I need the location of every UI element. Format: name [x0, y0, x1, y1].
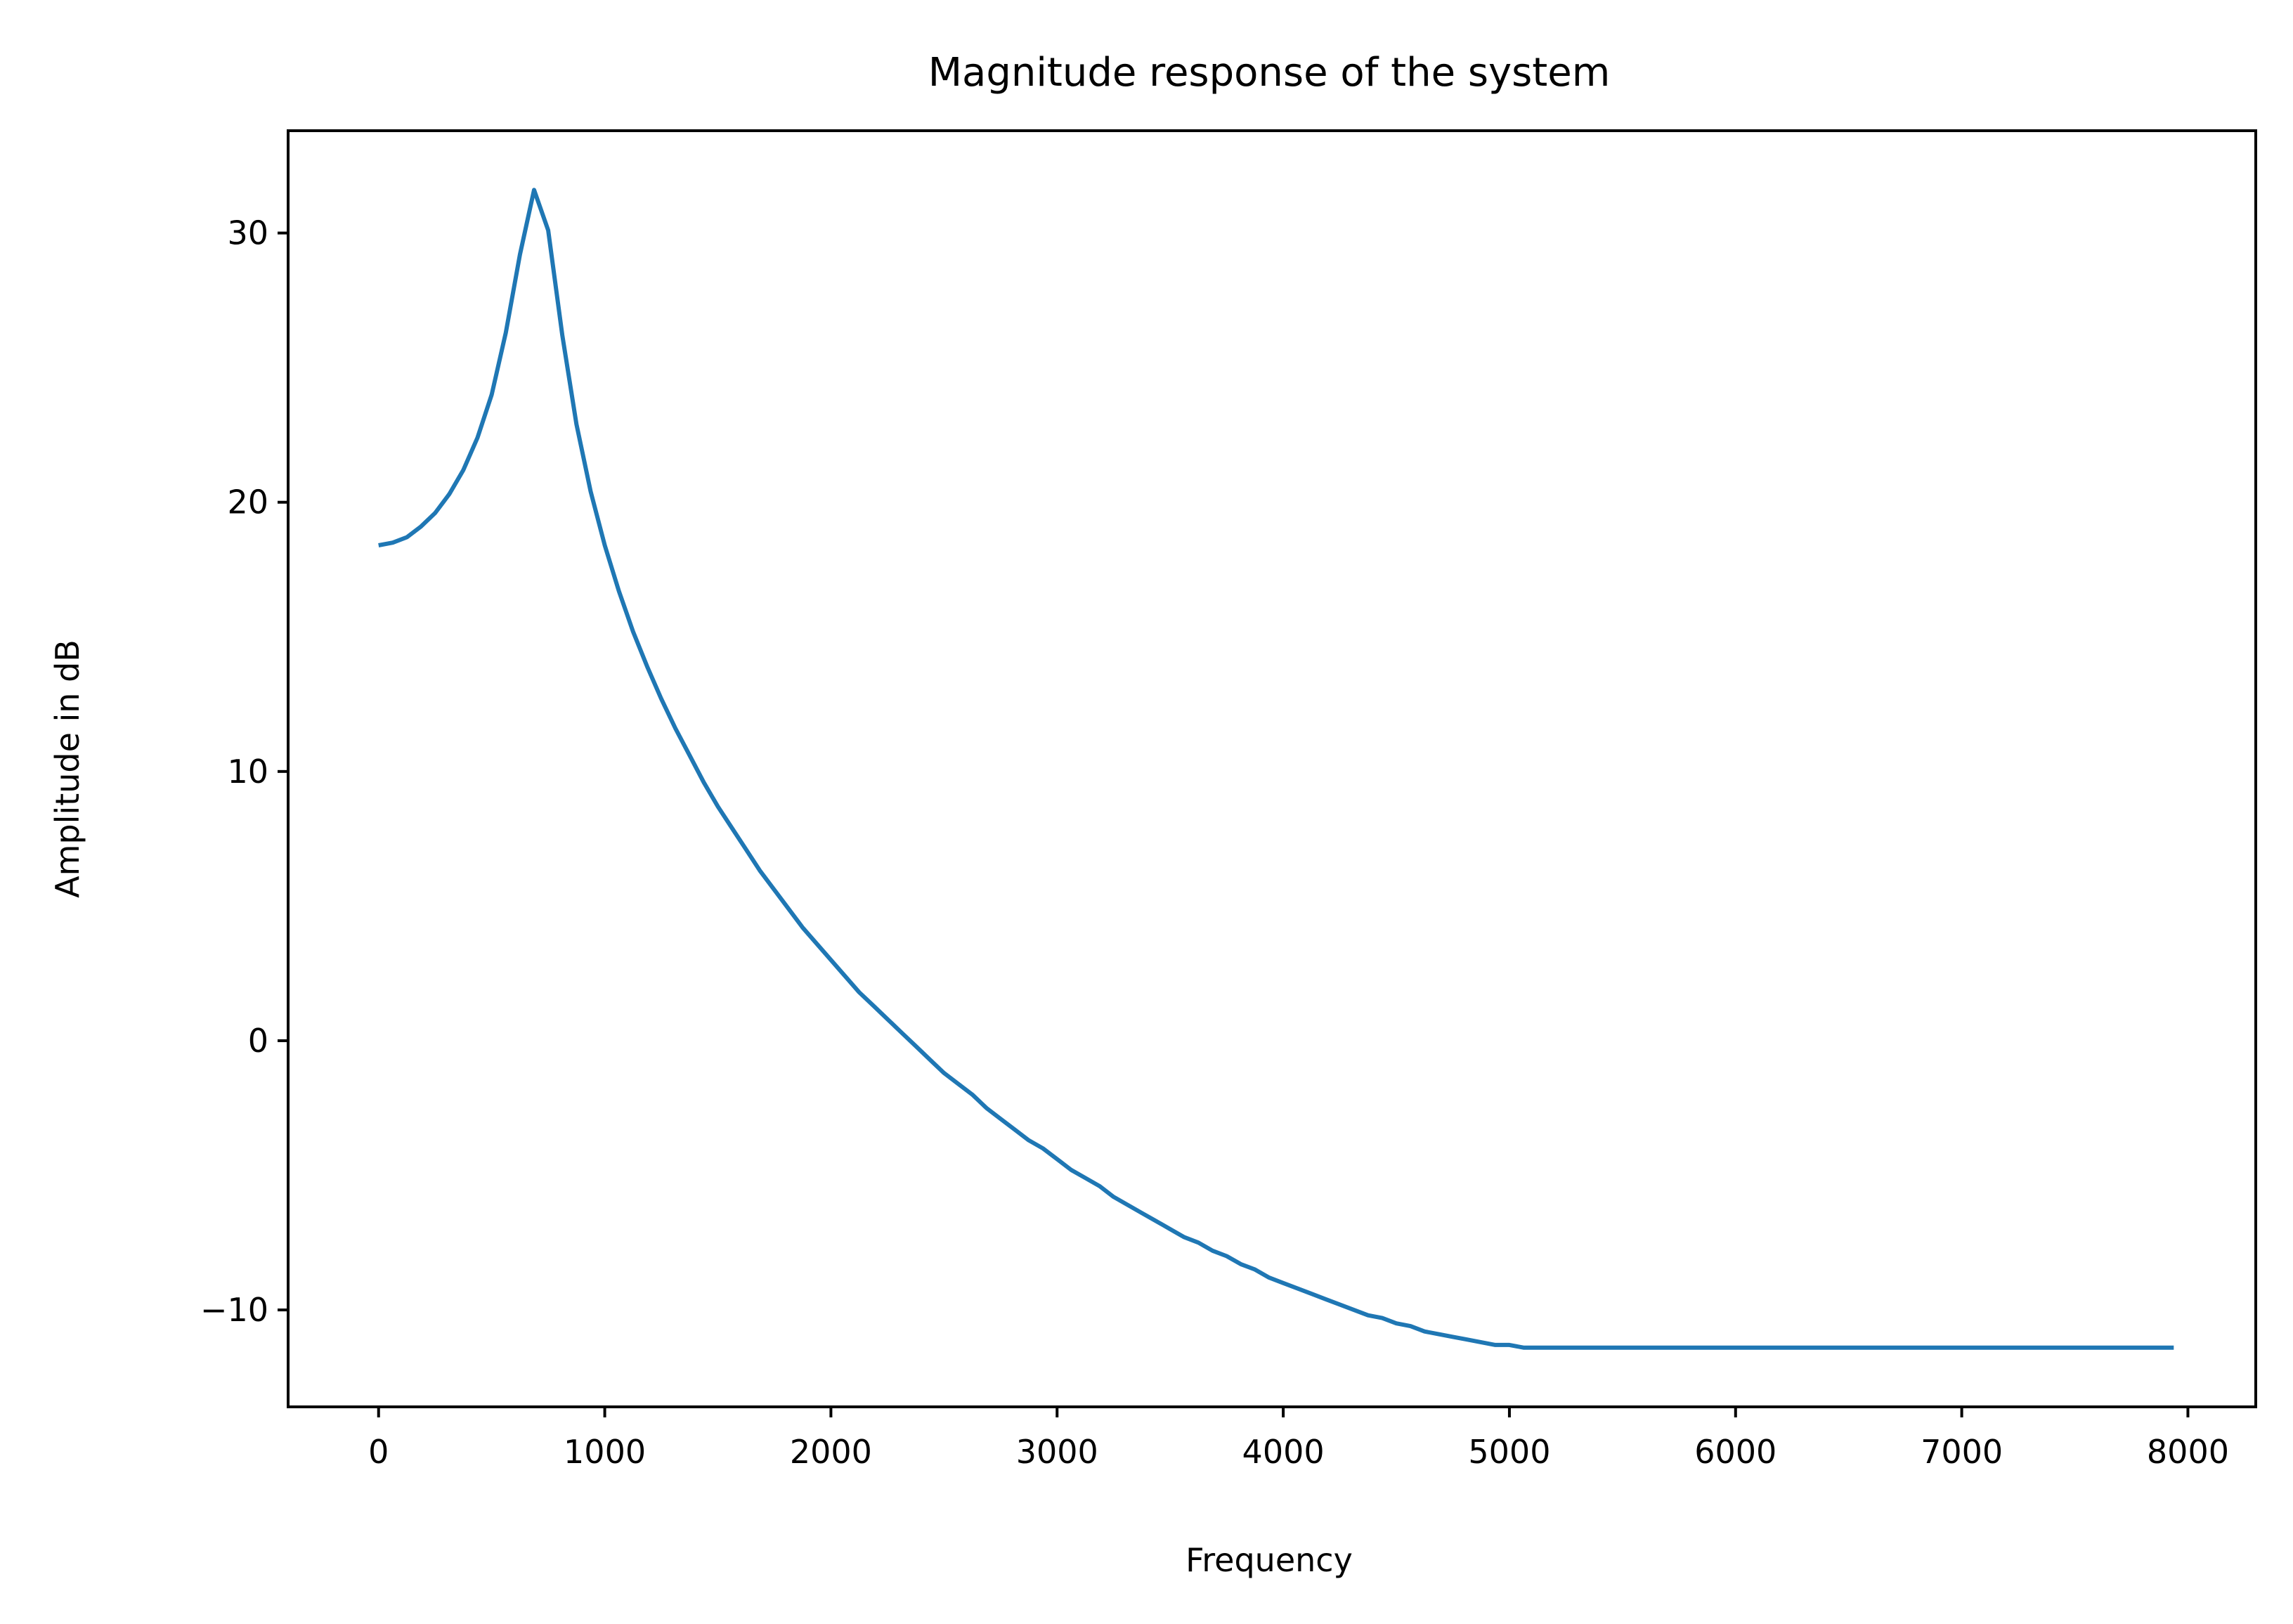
x-tick-label: 7000: [1921, 1433, 2003, 1471]
series-layer: [378, 188, 2174, 1350]
x-axis-label: Frequency: [1186, 1541, 1353, 1579]
x-tick-label: 5000: [1468, 1433, 1550, 1471]
x-tick-label: 6000: [1694, 1433, 1776, 1471]
y-axis-label: Amplitude in dB: [48, 639, 86, 898]
y-tick-label: −10: [200, 1291, 268, 1329]
x-tick-label: 3000: [1016, 1433, 1098, 1471]
x-tick-label: 4000: [1242, 1433, 1325, 1471]
y-axis-ticks: −10 0 10 20 30: [200, 214, 288, 1329]
magnitude-response-line: [378, 188, 2174, 1350]
x-tick-label: 2000: [790, 1433, 872, 1471]
x-tick-label: 8000: [2147, 1433, 2229, 1471]
chart-title: Magnitude response of the system: [928, 50, 1611, 96]
plot-area-frame: [287, 129, 2257, 1408]
x-tick-label: 0: [368, 1433, 389, 1471]
y-tick-label: 10: [227, 753, 268, 791]
x-axis-ticks: 0 1000 2000 3000 4000 5000 6000 7000 8000: [368, 1407, 2229, 1471]
y-tick-label: 20: [227, 483, 268, 521]
y-tick-label: 30: [227, 214, 268, 252]
x-tick-label: 1000: [564, 1433, 646, 1471]
y-tick-label: 0: [248, 1022, 268, 1060]
